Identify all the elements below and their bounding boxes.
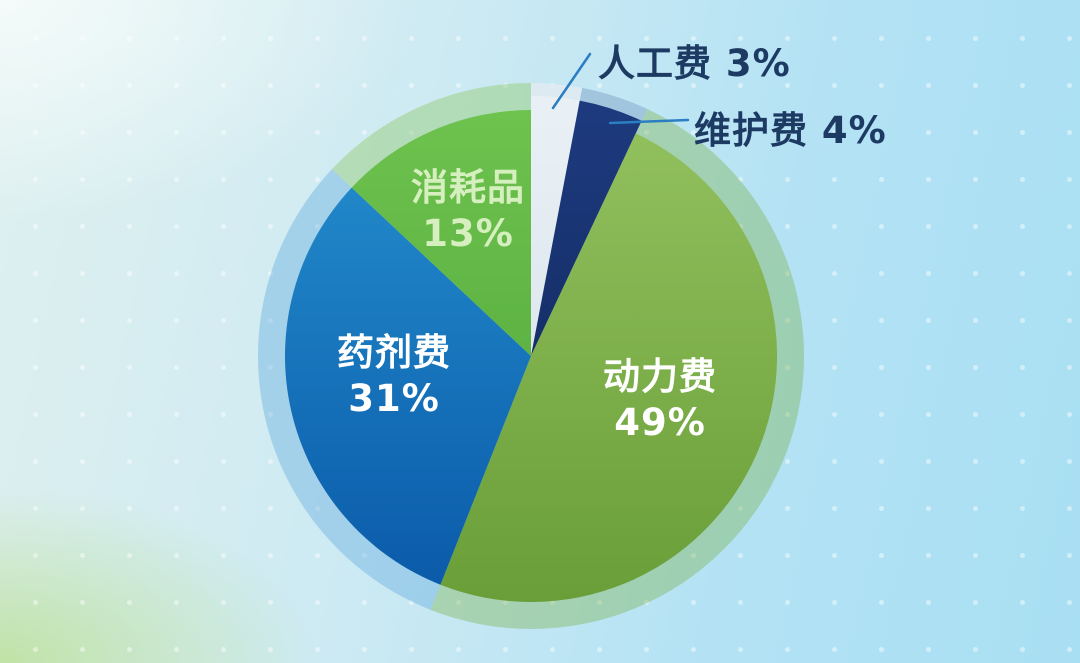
- slice-label-power-name: 动力费: [603, 355, 717, 398]
- slice-label-consumables-name: 消耗品: [411, 166, 525, 209]
- slice-label-power-value: 49%: [614, 401, 706, 444]
- slice-label-chemical-value: 31%: [348, 377, 440, 420]
- leader-lines: [551, 52, 690, 125]
- pie-slice-labor: [531, 96, 580, 356]
- slice-label-chemical: 药剂费 31%: [314, 330, 474, 422]
- leader-line-labor: [551, 52, 592, 110]
- pie-slice-chemical: [284, 187, 531, 585]
- slice-label-consumables: 消耗品 13%: [388, 165, 548, 257]
- leader-line-maintenance: [608, 118, 690, 125]
- slice-label-consumables-value: 13%: [422, 212, 514, 255]
- callout-maintenance: 维护费 4%: [694, 109, 887, 152]
- callout-labor: 人工费 3%: [598, 42, 791, 85]
- slice-label-chemical-name: 药剂费: [337, 331, 451, 374]
- pie-slice-consumables: [351, 110, 531, 356]
- pie-slice-maintenance: [531, 100, 642, 356]
- pie-slice-power: [440, 133, 777, 602]
- slice-label-power: 动力费 49%: [580, 354, 740, 446]
- pie-slices: [284, 96, 777, 602]
